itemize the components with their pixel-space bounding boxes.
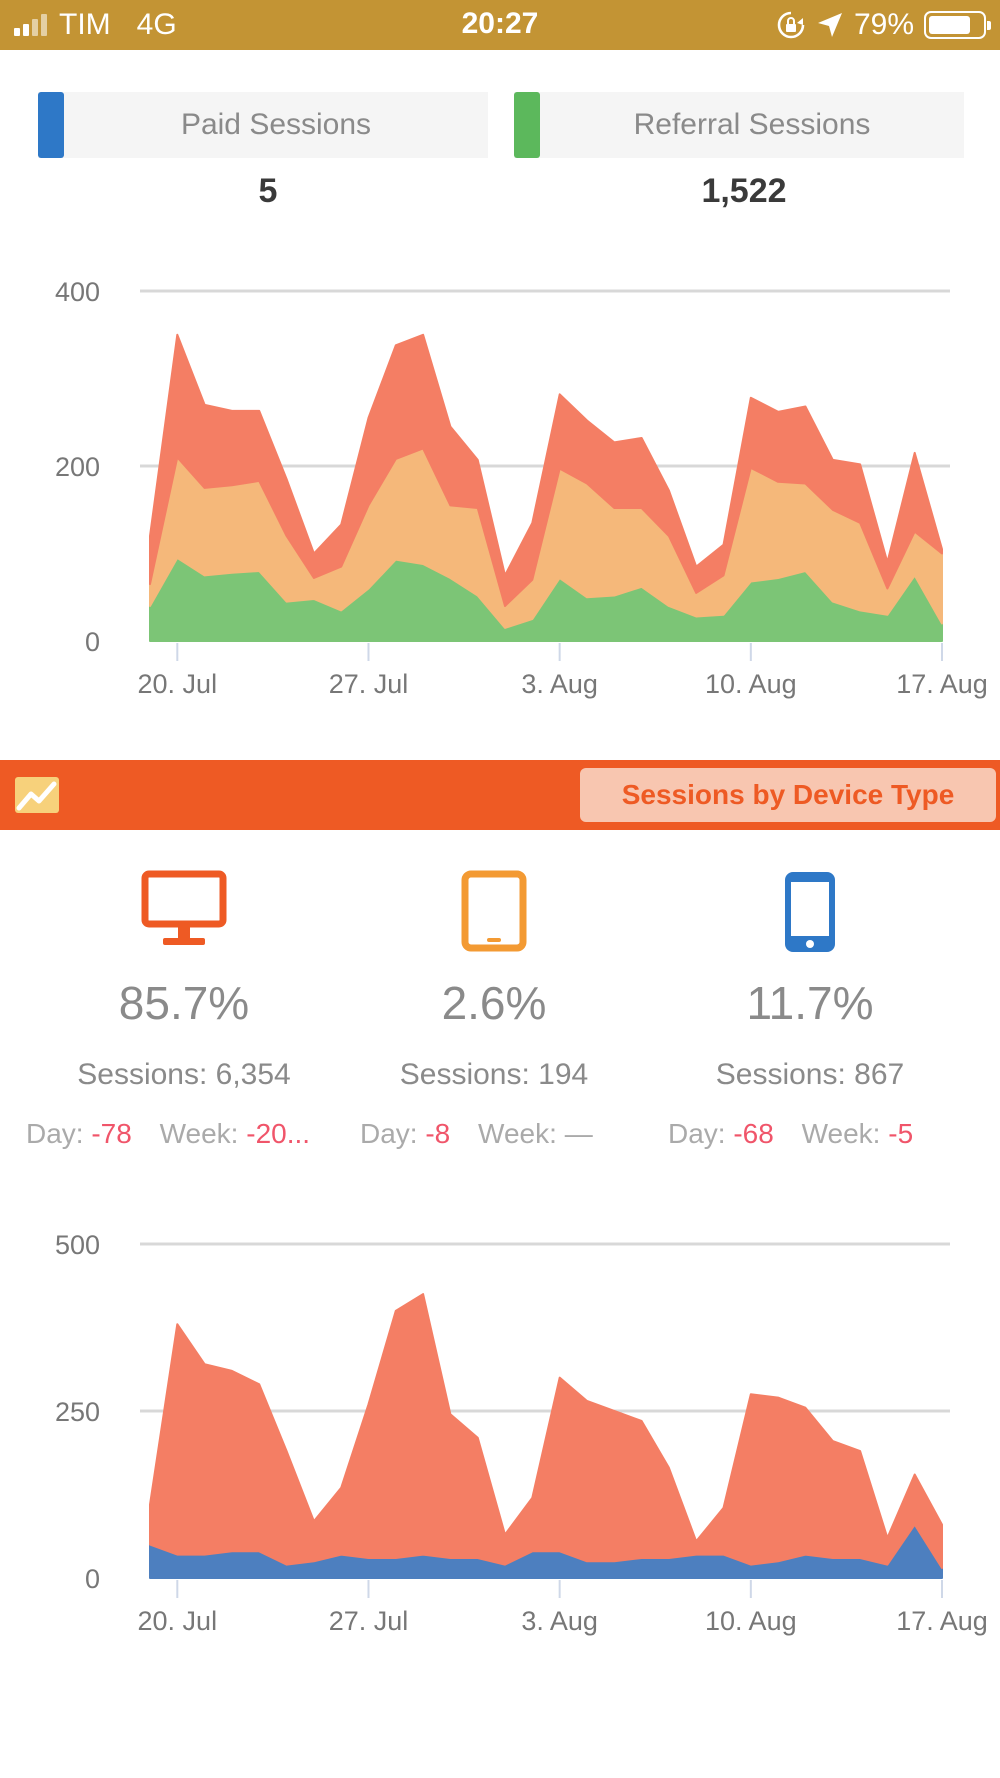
device-chart-area-series-2	[149, 1293, 943, 1569]
desktop-day-label: Day:	[26, 1118, 84, 1149]
device-chart-x-tick-label: 10. Aug	[705, 1606, 797, 1636]
status-right: 79%	[776, 8, 991, 42]
source-chart-x-tick-label: 17. Aug	[896, 669, 988, 699]
mobile-icon	[785, 872, 835, 952]
signal-icon	[14, 14, 47, 36]
status-left: TIM 4G	[14, 8, 177, 42]
mobile-device: 11.7% Sessions: 867	[660, 870, 960, 1092]
source-chart-x-tick-label: 10. Aug	[705, 669, 797, 699]
device-chart-x-tick-label: 17. Aug	[896, 1606, 988, 1636]
desktop-percent: 85.7%	[118, 977, 250, 1029]
device-chart-x-tick-label: 3. Aug	[521, 1606, 598, 1636]
device-chart-y-tick-label: 500	[55, 1230, 100, 1260]
desktop-sessions: Sessions: 6,354	[77, 1058, 291, 1091]
tablet-day-label: Day:	[360, 1118, 418, 1149]
tablet-device: 2.6% Sessions: 194	[344, 870, 644, 1092]
rotation-lock-icon	[777, 11, 805, 39]
desktop-week-value: -20...	[246, 1118, 311, 1149]
desktop-device: 85.7% Sessions: 6,354	[34, 870, 334, 1092]
tablet-change: Day: -8 Week: —	[360, 1118, 593, 1150]
desktop-day-value: -78	[91, 1118, 132, 1149]
source-chart-area-series-3	[149, 333, 943, 607]
referral-sessions-color-bar	[514, 92, 540, 158]
sessions-by-device-chart-svg: 500 250 0 20. Jul 27. Jul 3. Aug 10. Aug 17. Au…	[55, 1230, 988, 1636]
trend-chart-icon	[15, 777, 59, 813]
battery-icon	[924, 11, 991, 39]
tablet-day-value: -8	[425, 1118, 451, 1149]
source-chart-y-tick-label: 400	[55, 277, 100, 307]
mobile-day-label: Day:	[668, 1118, 726, 1149]
source-chart-y-tick-label: 0	[85, 627, 100, 657]
device-chart-y-tick-label: 250	[55, 1397, 100, 1427]
battery-percent: 79%	[853, 8, 914, 41]
tablet-week-value: —	[564, 1118, 593, 1149]
referral-sessions-card: Referral Sessions	[514, 92, 964, 158]
source-chart-x-tick-label: 27. Jul	[329, 669, 409, 699]
status-bar: TIM 4G 20:27 79%	[0, 0, 1000, 50]
carrier-name: TIM	[59, 8, 111, 41]
location-arrow-icon	[817, 13, 842, 37]
paid-sessions-value: 5	[258, 172, 278, 210]
referral-sessions-value: 1,522	[701, 172, 787, 210]
mobile-day-value: -68	[733, 1118, 774, 1149]
tablet-percent: 2.6%	[441, 977, 547, 1029]
tablet-icon	[461, 870, 527, 952]
tablet-week-label: Week:	[478, 1118, 557, 1149]
desktop-change: Day: -78 Week: -20...	[26, 1118, 310, 1150]
sessions-by-source-chart-svg: 400 200 0 20. Jul 27. Jul 3. Aug 10. Aug 17. Au…	[55, 277, 988, 699]
paid-sessions-card: Paid Sessions	[38, 92, 488, 158]
tablet-sessions: Sessions: 194	[399, 1058, 589, 1091]
sessions-by-device-type-tab[interactable]: Sessions by Device Type	[580, 768, 996, 822]
source-chart-x-tick-label: 20. Jul	[138, 669, 218, 699]
referral-sessions-label: Referral Sessions	[633, 108, 871, 141]
paid-sessions-label: Paid Sessions	[180, 108, 372, 141]
paid-sessions-color-bar	[38, 92, 64, 158]
mobile-sessions: Sessions: 867	[715, 1058, 905, 1091]
source-chart-y-tick-label: 200	[55, 452, 100, 482]
network-type: 4G	[136, 8, 177, 41]
desktop-week-label: Week:	[159, 1118, 239, 1149]
mobile-week-label: Week:	[801, 1118, 881, 1149]
device-chart-y-tick-label: 0	[85, 1564, 100, 1594]
desktop-icon	[141, 870, 227, 945]
mobile-change: Day: -68 Week: -5	[668, 1118, 913, 1150]
clock: 20:27	[461, 7, 539, 40]
device-chart-x-tick-label: 27. Jul	[329, 1606, 409, 1636]
sessions-by-source-chart: 400 200 0 20. Jul 27. Jul 3. Aug 10. Aug 17. Au…	[0, 270, 1000, 710]
mobile-percent: 11.7%	[746, 977, 874, 1029]
source-chart-x-tick-label: 3. Aug	[521, 669, 598, 699]
device-chart-x-tick-label: 20. Jul	[138, 1606, 218, 1636]
sessions-by-device-chart: 500 250 0 20. Jul 27. Jul 3. Aug 10. Aug 17. Au…	[0, 1220, 1000, 1650]
mobile-week-value: -5	[888, 1118, 914, 1149]
device-section-header: Sessions by Device Type	[0, 760, 1000, 830]
